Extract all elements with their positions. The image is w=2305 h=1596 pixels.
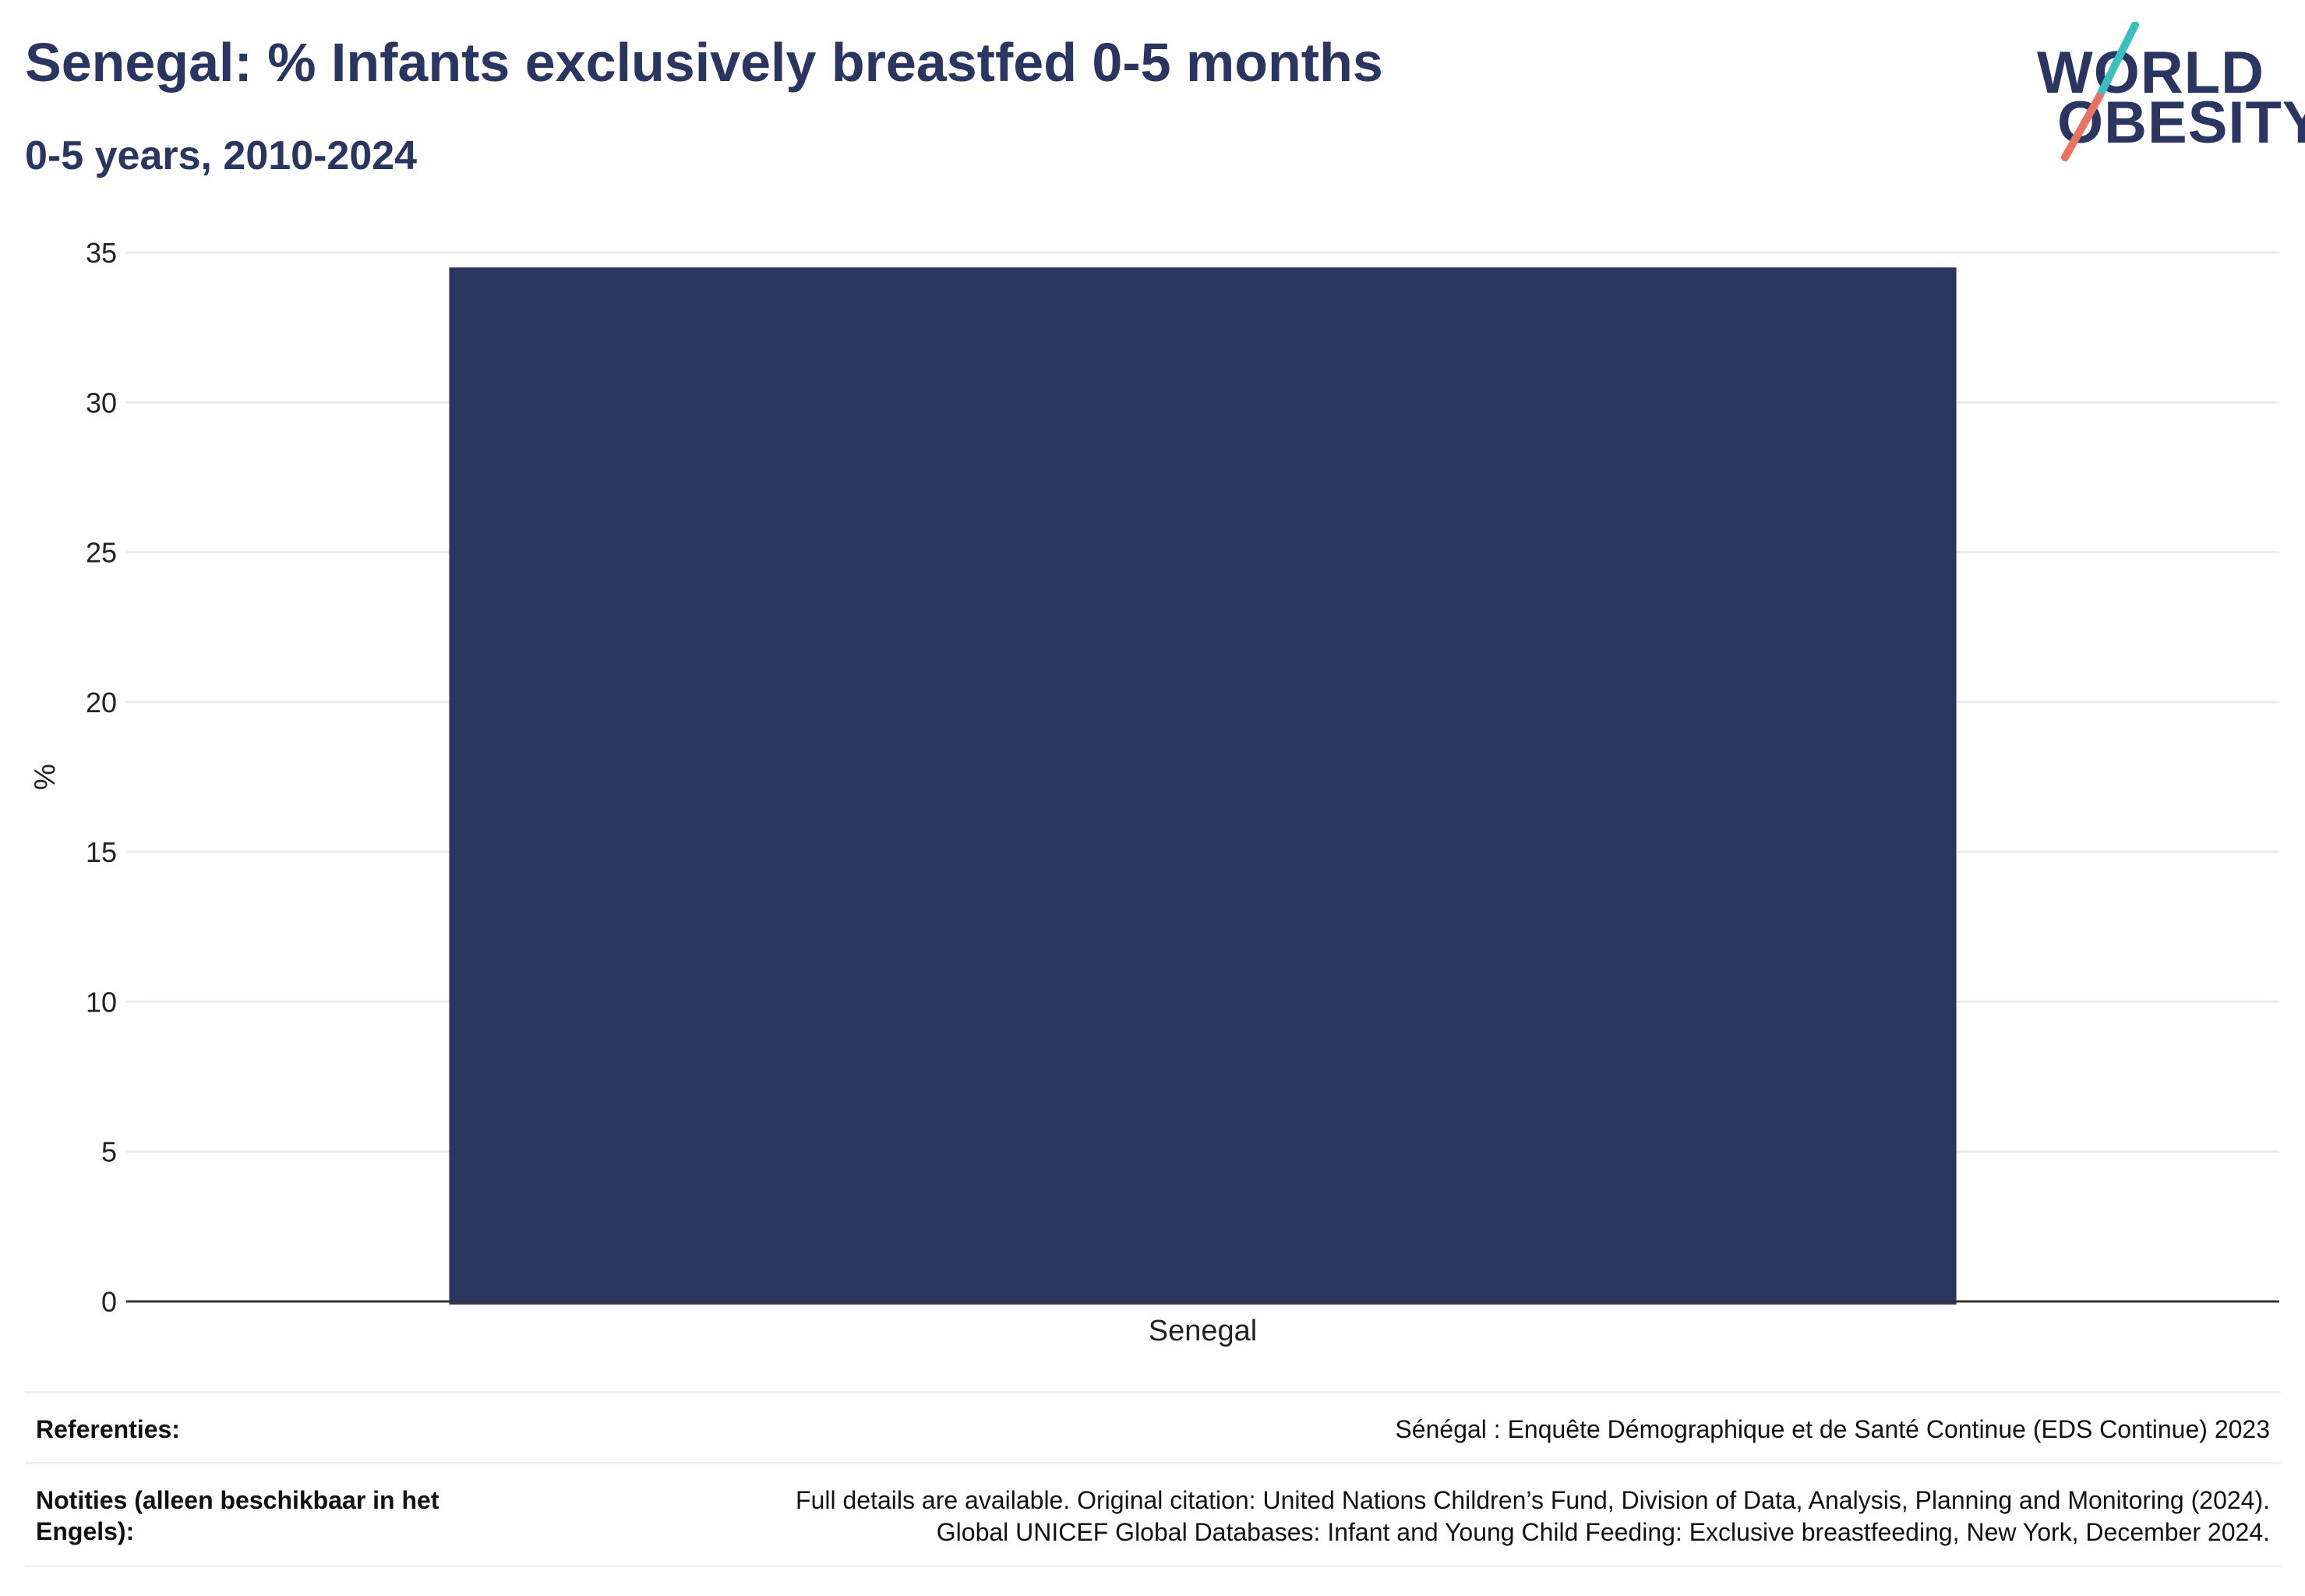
references-text: Sénégal : Enquête Démographique et de Sa… xyxy=(1395,1415,2270,1443)
bar-chart: 0 5 10 15 20 25 30 35 Senegal% xyxy=(29,237,2279,1347)
notes-value: Full details are available. Original cit… xyxy=(535,1485,2270,1549)
y-tick-label-15: 15 xyxy=(86,836,117,868)
notes-label: Notities (alleen beschikbaar in het Enge… xyxy=(36,1485,439,1545)
logo-slash-icon xyxy=(2061,22,2139,161)
x-category-label: Senegal xyxy=(1149,1315,1257,1347)
bar-senegal xyxy=(449,267,1957,1305)
notes-row: Notities (alleen beschikbaar in het Enge… xyxy=(25,1464,2281,1567)
y-tick-label-30: 30 xyxy=(86,387,117,418)
y-tick-label-5: 5 xyxy=(101,1136,117,1168)
chart-subtitle: 0-5 years, 2010-2024 xyxy=(25,133,418,178)
y-tick-label-10: 10 xyxy=(86,986,117,1018)
world-obesity-logo[interactable]: WORLD OBESITY xyxy=(2034,22,2305,162)
y-axis-title: % xyxy=(29,764,62,790)
y-tick-label-25: 25 xyxy=(86,537,117,569)
references-value: Sénégal : Enquête Démographique et de Sa… xyxy=(535,1414,2270,1446)
notes-line-2: Global UNICEF Global Databases: Infant a… xyxy=(936,1518,2270,1547)
chart-title: Senegal: % Infants exclusively breastfed… xyxy=(25,32,1383,93)
chart-footer: Referenties: Sénégal : Enquête Démograph… xyxy=(25,1391,2281,1567)
references-row: Referenties: Sénégal : Enquête Démograph… xyxy=(25,1393,2281,1464)
y-tick-label-20: 20 xyxy=(86,687,117,719)
y-tick-label-0: 0 xyxy=(101,1286,117,1318)
logo-line-world: WORLD xyxy=(2037,40,2265,106)
y-tick-label-35: 35 xyxy=(86,237,117,269)
references-label: Referenties: xyxy=(36,1415,180,1443)
notes-line-1: Full details are available. Original cit… xyxy=(796,1485,2270,1514)
